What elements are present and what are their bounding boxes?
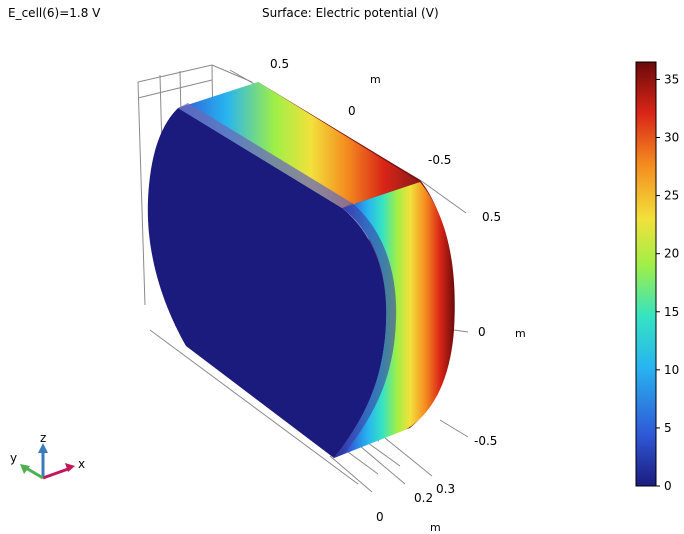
y-axis-arrow <box>25 466 44 480</box>
y-axis-unit: m <box>430 521 441 534</box>
z-tick-label: 0.5 <box>482 210 501 224</box>
y-tick-label: 0.2 <box>414 491 433 505</box>
y-axis-letter: y <box>10 451 17 465</box>
x-tick-label: 0 <box>348 104 356 118</box>
z-tick-label: 0 <box>478 325 486 339</box>
x-axis-labels: 0.5 0 -0.5 m <box>270 57 451 167</box>
z-tick-label: -0.5 <box>474 434 497 448</box>
color-legend-tick-label: 5 <box>664 421 672 435</box>
z-axis-labels: 0.5 0 -0.5 m <box>474 210 526 448</box>
cell-geometry[interactable] <box>147 82 455 458</box>
y-tick-label: 0 <box>376 510 384 524</box>
color-legend-tick-label: 0 <box>664 479 672 493</box>
color-legend-tick-label: 20 <box>664 247 679 261</box>
y-tick-label: 0.3 <box>436 482 455 496</box>
x-axis-arrow <box>42 467 69 480</box>
z-axis-letter: z <box>40 431 46 445</box>
axis-triad: z x y <box>10 431 85 480</box>
plot-title: Surface: Electric potential (V) <box>262 6 439 20</box>
x-axis-letter: x <box>78 457 85 471</box>
x-axis-unit: m <box>370 73 381 86</box>
color-legend: 35 30 25 20 15 10 5 0 <box>635 61 679 493</box>
y-axis-labels: 0 0.2 0.3 m <box>376 482 455 534</box>
x-tick-label: 0.5 <box>270 57 289 71</box>
x-tick-label: -0.5 <box>428 153 451 167</box>
color-legend-tick-label: 15 <box>664 305 679 319</box>
color-legend-tick-label: 35 <box>664 72 679 86</box>
color-legend-tick-label: 10 <box>664 363 679 377</box>
color-legend-bar <box>635 61 657 487</box>
color-legend-tick-label: 25 <box>664 189 679 203</box>
parameter-label: E_cell(6)=1.8 V <box>8 6 101 20</box>
color-legend-tick-label: 30 <box>664 131 679 145</box>
z-axis-unit: m <box>515 327 526 340</box>
